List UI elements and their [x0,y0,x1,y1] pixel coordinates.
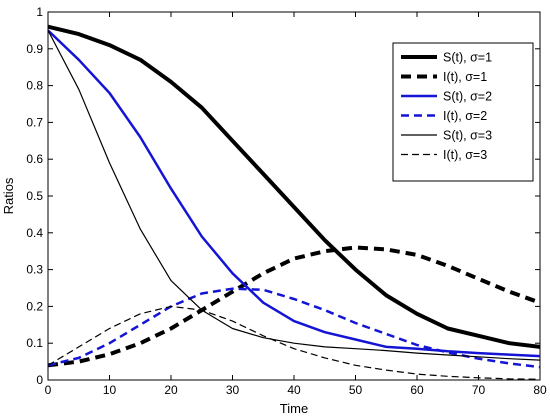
series-line-3 [47,287,541,369]
y-tick-label: 0.2 [26,299,43,313]
y-tick-label: 0.7 [26,115,43,129]
x-tick-label: 60 [410,383,424,397]
series-line-4 [47,30,541,361]
y-tick-label: 1 [36,5,43,19]
y-tick-label: 0.6 [26,152,43,166]
legend-label-5: I(t), σ=3 [443,148,487,162]
x-tick-label: 10 [103,383,117,397]
y-tick-label: 0.4 [26,226,43,240]
legend-label-3: I(t), σ=2 [443,109,487,123]
legend-label-1: I(t), σ=1 [443,70,487,84]
x-tick-label: 20 [164,383,178,397]
x-tick-label: 30 [226,383,240,397]
legend: S(t), σ=1 I(t), σ=1 S(t), σ=2 I(t), σ=2 S(t)… [392,42,534,182]
y-axis-label: Ratios [1,177,16,214]
series-line-5 [47,305,541,380]
y-tick-label: 0.9 [26,42,43,56]
series-lines [47,24,541,380]
x-tick-label: 70 [472,383,486,397]
x-tick-label: 0 [45,383,52,397]
x-axis-label: Time [280,401,308,416]
legend-box [392,42,534,182]
x-tick-label: 50 [349,383,363,397]
series-line-1 [47,245,541,368]
x-tick-label: 80 [533,383,547,397]
axis-ticks: 0 10 20 30 40 50 60 70 80 0 0.1 0.2 0.3 0.4 0.5 0.6 0.7 0… [26,5,547,397]
y-tick-label: 0.3 [26,263,43,277]
y-tick-label: 0.8 [26,79,43,93]
x-tick-label: 40 [287,383,301,397]
y-tick-label: 0.1 [26,336,43,350]
legend-label-0: S(t), σ=1 [443,51,492,65]
series-line-2 [47,29,541,358]
legend-label-2: S(t), σ=2 [443,90,492,104]
y-tick-label: 0 [36,373,43,387]
legend-label-4: S(t), σ=3 [443,129,492,143]
y-tick-label: 0.5 [26,189,43,203]
series-line-0 [47,24,541,349]
